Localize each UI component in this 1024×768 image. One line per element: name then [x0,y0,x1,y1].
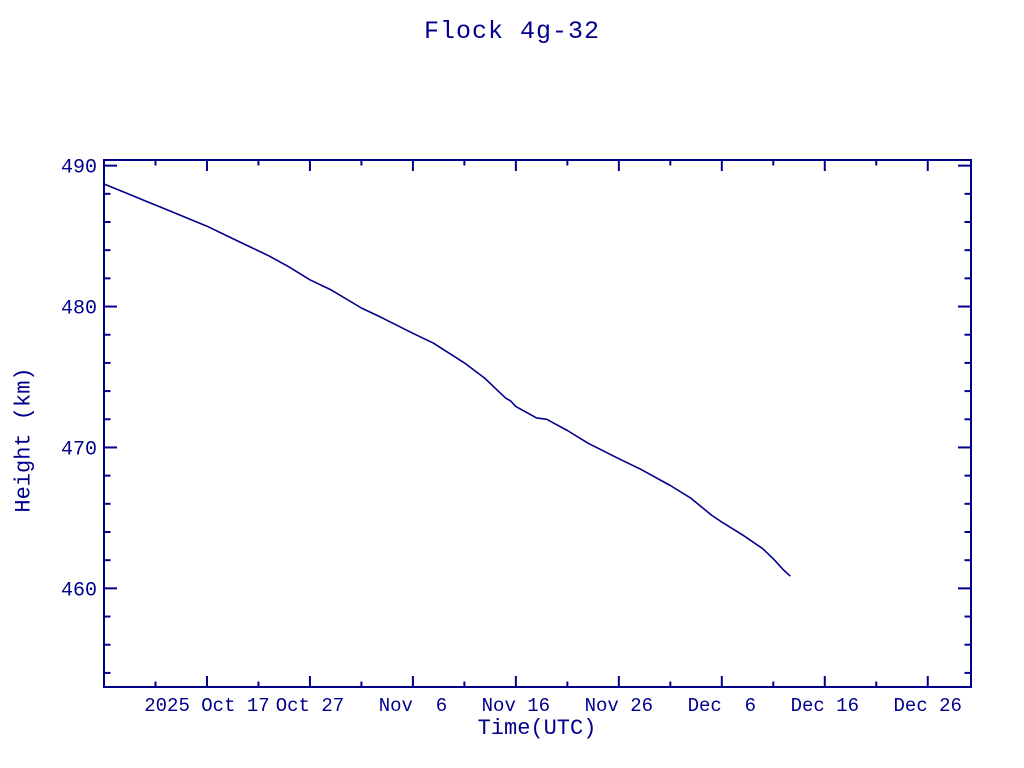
plot-frame [103,159,972,688]
x-tick-label: Nov 26 [585,695,653,717]
y-tick-label: 480 [61,298,97,321]
y-tick-label: 470 [61,438,97,461]
x-tick-label: Nov 16 [482,695,550,717]
y-tick-label: 490 [61,157,97,180]
chart-title: Flock 4g-32 [423,17,601,46]
x-tick-label: Oct 27 [276,695,344,717]
data-line [103,183,791,577]
x-tick-label: Nov 6 [379,695,447,717]
x-tick-label: Dec 16 [791,695,859,717]
x-tick-label: 2025 Oct 17 [144,695,269,717]
y-tick-label: 460 [61,579,97,602]
x-tick-label: Dec 6 [688,695,756,717]
x-tick-label: Dec 26 [894,695,962,717]
x-axis-label: Time(UTC) [477,716,597,741]
